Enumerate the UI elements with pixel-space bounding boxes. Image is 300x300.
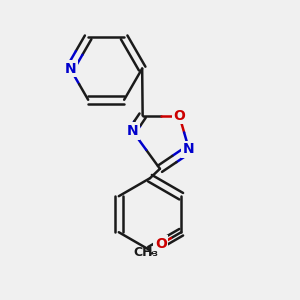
Text: N: N: [64, 61, 76, 76]
Text: N: N: [127, 124, 138, 138]
Text: N: N: [183, 142, 195, 156]
Text: CH₃: CH₃: [134, 246, 158, 259]
Text: O: O: [155, 237, 167, 251]
Text: O: O: [173, 109, 185, 123]
